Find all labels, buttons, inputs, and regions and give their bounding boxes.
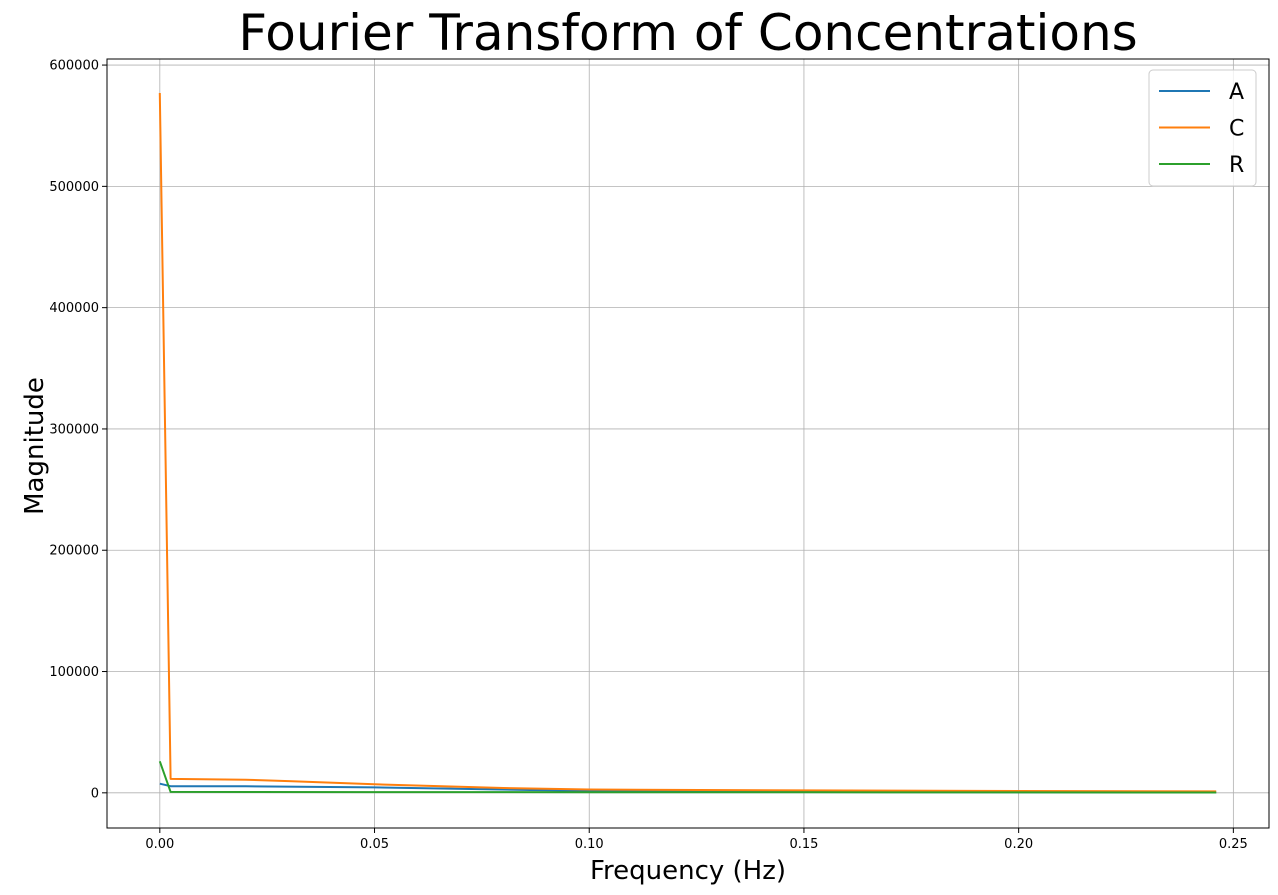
x-axis-ticks: 0.00 0.05 0.10 0.15 0.20 0.25 <box>145 828 1248 852</box>
chart-title: Fourier Transform of Concentrations <box>238 4 1137 62</box>
series-layer <box>158 92 1217 794</box>
x-tick-label: 0.15 <box>789 837 818 852</box>
x-tick-label: 0.10 <box>575 837 604 852</box>
series-line-r <box>158 760 1217 794</box>
x-tick-label: 0.25 <box>1219 837 1248 852</box>
y-tick-label: 100000 <box>49 665 99 680</box>
x-axis-label: Frequency (Hz) <box>590 856 786 886</box>
y-tick-label: 300000 <box>49 422 99 437</box>
y-tick-label: 500000 <box>49 180 99 195</box>
legend: ACR <box>1148 69 1257 187</box>
y-tick-label: 200000 <box>49 544 99 559</box>
y-tick-label: 400000 <box>49 301 99 316</box>
plot-frame <box>106 58 1270 829</box>
legend-label-r: R <box>1229 153 1244 178</box>
y-tick-label: 0 <box>91 786 99 801</box>
grid-lines <box>107 59 1269 828</box>
x-tick-label: 0.05 <box>360 837 389 852</box>
legend-label-c: C <box>1229 117 1244 142</box>
series-line-c <box>158 92 1217 793</box>
x-tick-label: 0.20 <box>1004 837 1033 852</box>
y-tick-label: 600000 <box>49 59 99 74</box>
legend-label-a: A <box>1229 80 1244 105</box>
y-axis-ticks: 0 100000 200000 300000 400000 500000 600000 <box>49 59 107 801</box>
x-tick-label: 0.00 <box>145 837 174 852</box>
y-axis-label: Magnitude <box>20 377 50 515</box>
